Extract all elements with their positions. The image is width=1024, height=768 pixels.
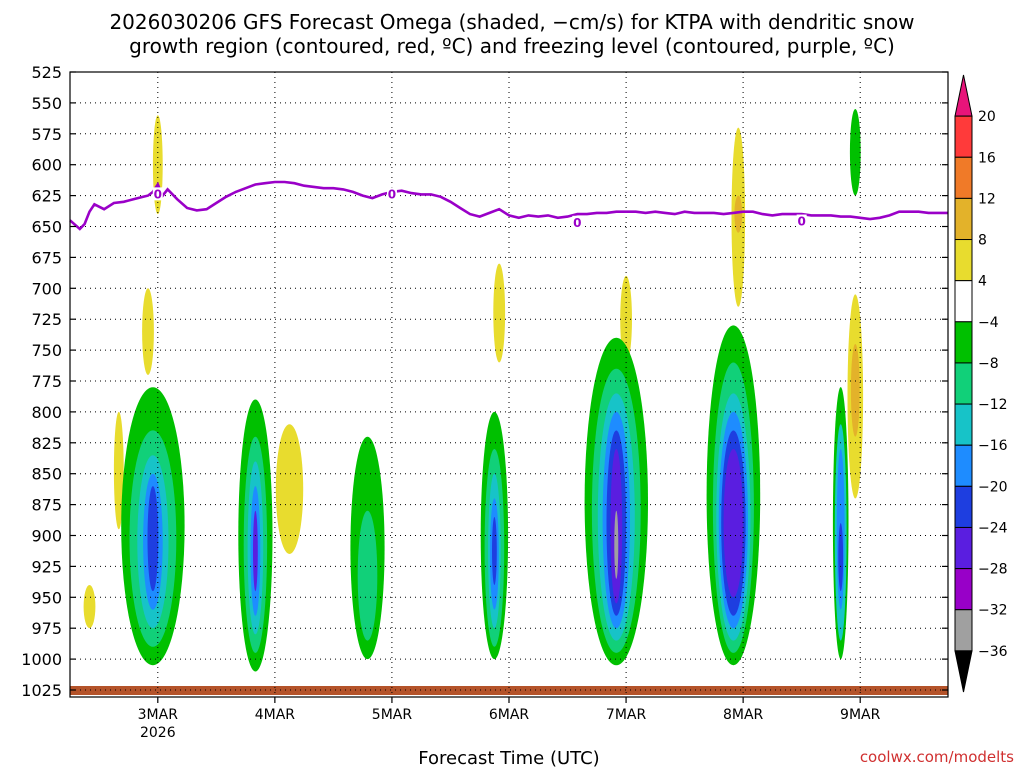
colorbar-label-8: −16 xyxy=(978,438,1008,454)
colorbar-swatch-3 xyxy=(954,197,973,241)
x-axis: 3MAR 2026 4MAR 5MAR 6MAR 7MAR 8MAR 9MAR xyxy=(138,697,881,741)
colorbar-arrow-top xyxy=(954,74,973,117)
colorbar-swatch-6 xyxy=(954,321,973,364)
omega-cell-9 xyxy=(147,486,159,592)
colorbar-label-12: −32 xyxy=(978,603,1008,619)
colorbar-swatch-1 xyxy=(954,115,973,158)
y-tick-label-550: 550 xyxy=(31,94,62,113)
y-tick-label-650: 650 xyxy=(31,218,62,237)
colorbar: 20 16 12 8 4 −4 −8 −12 −16 −20 −24 −28 −32 −36 xyxy=(954,74,1008,693)
fzl-label-3: 0 xyxy=(797,215,805,229)
omega-shading xyxy=(83,109,864,672)
y-axis: 525 550 575 600 625 650 675 700 725 750 775 800 825 8… xyxy=(21,63,948,700)
y-tick-label-625: 625 xyxy=(31,187,62,206)
fzl-label-2: 0 xyxy=(573,216,581,230)
colorbar-swatch-7 xyxy=(954,362,973,405)
y-tick-label-925: 925 xyxy=(31,557,62,576)
x-tick-label-5MAR: 5MAR xyxy=(372,707,413,723)
fzl-label-bg-1 xyxy=(386,187,397,201)
x-tick-label-6MAR: 6MAR xyxy=(489,707,530,723)
colorbar-label-9: −20 xyxy=(978,479,1008,495)
y-tick-label-1025: 1025 xyxy=(21,681,62,700)
y-tick-label-850: 850 xyxy=(31,465,62,484)
fzl-label-bg-0 xyxy=(152,187,163,201)
colorbar-swatch-10 xyxy=(954,485,973,528)
omega-cell-1 xyxy=(113,411,124,530)
fzl-label-bg-2 xyxy=(572,215,583,229)
omega-cell-42 xyxy=(850,344,860,437)
y-tick-label-825: 825 xyxy=(31,434,62,453)
colorbar-label-6: −8 xyxy=(978,356,999,372)
colorbar-label-1: 16 xyxy=(978,150,996,166)
omega-cell-10 xyxy=(275,424,304,554)
colorbar-swatch-2 xyxy=(954,156,973,199)
y-tick-label-875: 875 xyxy=(31,496,62,515)
y-tick-label-975: 975 xyxy=(31,619,62,638)
omega-cell-0 xyxy=(83,585,96,629)
omega-cell-24 xyxy=(620,275,632,363)
colorbar-label-10: −24 xyxy=(978,520,1008,536)
colorbar-label-3: 8 xyxy=(978,233,987,249)
plot-frame xyxy=(69,71,949,698)
omega-cell-46 xyxy=(838,523,844,592)
fzl-label-bg-3 xyxy=(796,214,807,228)
x-tick-label-9MAR: 9MAR xyxy=(840,707,881,723)
y-tick-label-575: 575 xyxy=(31,125,62,144)
colorbar-swatch-11 xyxy=(954,526,973,570)
colorbar-swatch-12 xyxy=(954,568,973,611)
omega-cell-33 xyxy=(734,195,743,233)
chart-title-line2: growth region (contoured, red, ºC) and f… xyxy=(129,34,895,58)
colorbar-label-5: −4 xyxy=(978,315,999,331)
colorbar-swatch-5 xyxy=(954,280,973,323)
omega-cell-17 xyxy=(357,510,378,641)
colorbar-label-4: 4 xyxy=(978,274,987,290)
freezing-level-line xyxy=(69,180,948,231)
colorbar-label-11: −28 xyxy=(978,562,1008,578)
y-tick-label-700: 700 xyxy=(31,279,62,298)
y-tick-label-950: 950 xyxy=(31,588,62,607)
colorbar-label-0: 20 xyxy=(978,109,996,125)
omega-cell-18 xyxy=(493,263,506,363)
y-tick-label-750: 750 xyxy=(31,341,62,360)
fzl-label-1: 0 xyxy=(388,187,396,201)
grid-lines xyxy=(70,71,948,697)
colorbar-swatch-9 xyxy=(954,444,973,487)
x-axis-label: Forecast Time (UTC) xyxy=(418,748,599,768)
y-tick-label-525: 525 xyxy=(31,63,62,82)
x-tick-sublabel-3MAR: 2026 xyxy=(140,725,176,741)
x-tick-label-3MAR: 3MAR xyxy=(138,707,179,723)
omega-cell-40 xyxy=(849,109,861,196)
y-tick-label-725: 725 xyxy=(31,310,62,329)
terrain-band xyxy=(70,686,948,695)
omega-cell-31 xyxy=(614,510,619,579)
colorbar-label-13: −36 xyxy=(978,644,1008,660)
y-tick-label-775: 775 xyxy=(31,372,62,391)
colorbar-swatch-4 xyxy=(954,239,973,282)
y-tick-label-600: 600 xyxy=(31,156,62,175)
y-tick-label-900: 900 xyxy=(31,527,62,546)
freezing-level-labels: 0 0 0 0 xyxy=(152,187,807,230)
omega-cell-2 xyxy=(142,288,154,375)
fzl-label-0: 0 xyxy=(154,187,162,201)
colorbar-arrow-bottom xyxy=(954,650,973,693)
y-tick-label-675: 675 xyxy=(31,248,62,267)
x-tick-label-4MAR: 4MAR xyxy=(255,707,296,723)
x-tick-label-7MAR: 7MAR xyxy=(606,707,647,723)
colorbar-label-7: −12 xyxy=(978,397,1008,413)
omega-cell-23 xyxy=(492,517,497,585)
colorbar-label-2: 12 xyxy=(978,191,996,207)
chart-title-line1: 2026030206 GFS Forecast Omega (shaded, −… xyxy=(109,10,914,34)
omega-cell-39 xyxy=(723,448,744,598)
y-tick-label-800: 800 xyxy=(31,403,62,422)
colorbar-swatch-8 xyxy=(954,403,973,446)
colorbar-swatch-13 xyxy=(954,609,973,652)
x-tick-label-8MAR: 8MAR xyxy=(723,707,764,723)
credit-text: coolwx.com/modelts xyxy=(860,748,1014,766)
omega-cell-15 xyxy=(253,510,258,592)
y-tick-label-1000: 1000 xyxy=(21,650,62,669)
